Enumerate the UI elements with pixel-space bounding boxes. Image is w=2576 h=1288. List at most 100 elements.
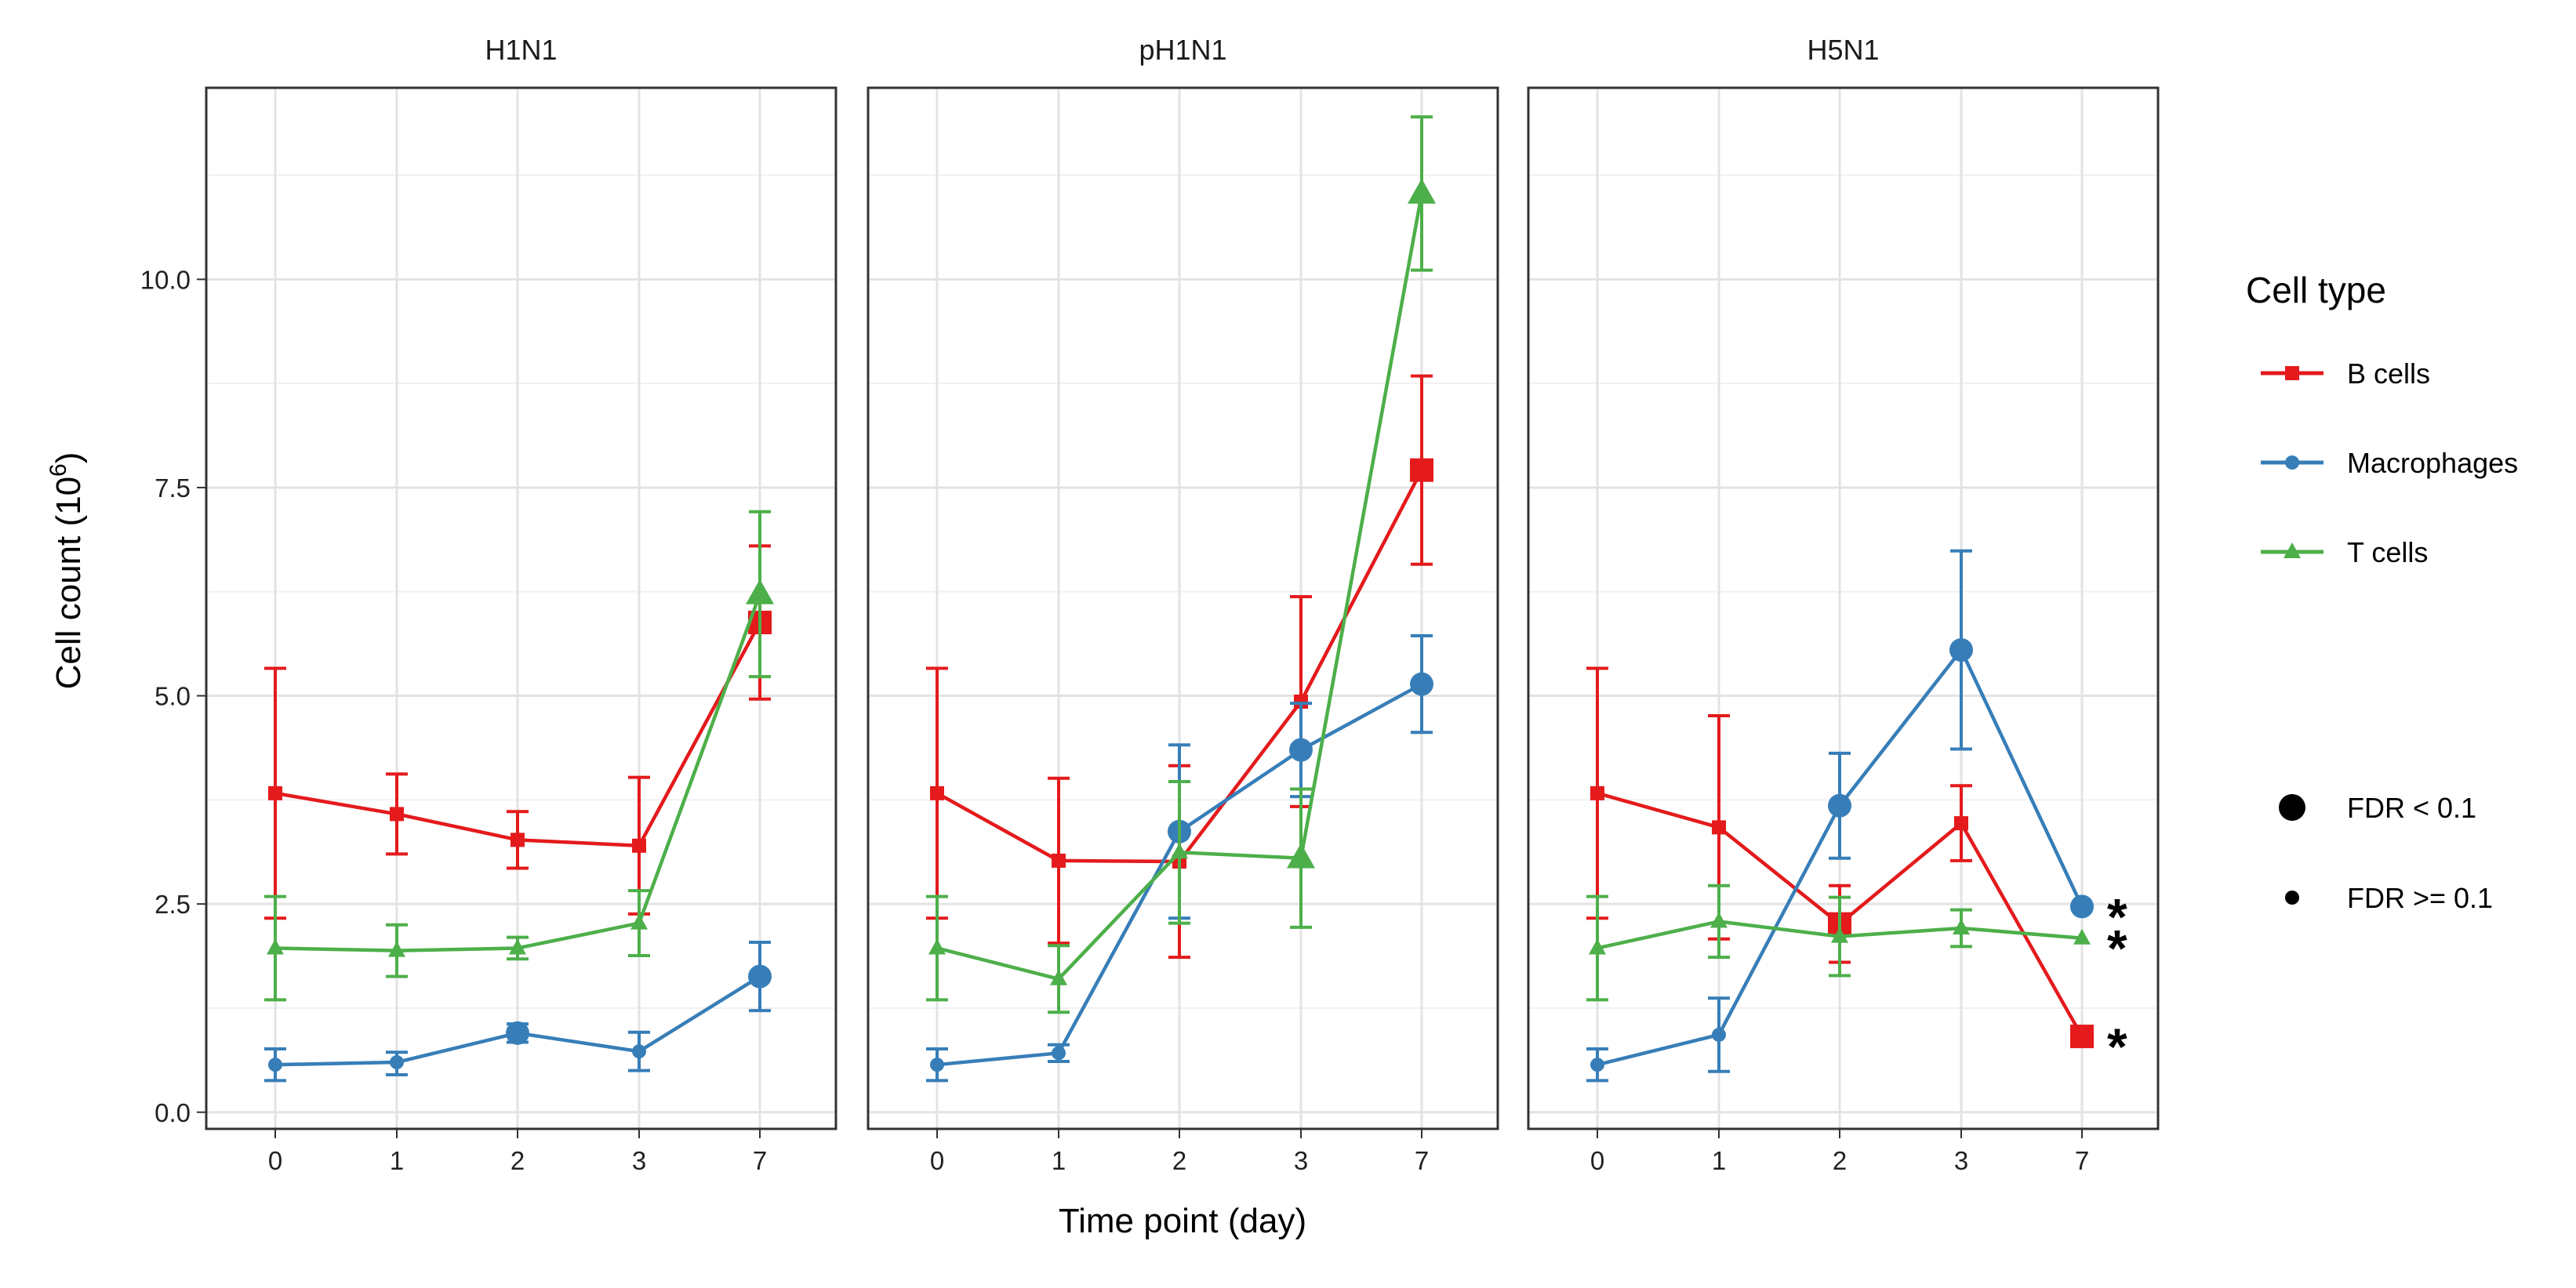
data-point [928,938,946,955]
data-point [268,1058,282,1072]
legend-title: Cell type [2246,270,2386,310]
panel-border [867,86,1499,1130]
data-point [390,1055,404,1070]
data-point [2070,894,2094,919]
data-point [930,785,944,800]
data-point [1831,927,1848,943]
data-point [2073,928,2091,945]
legend-item-b-cells: B cells [2261,357,2430,390]
legend-label: Macrophages [2347,447,2518,479]
y-tick-label: 0.0 [154,1098,191,1127]
x-tick-label: 7 [2075,1146,2089,1175]
data-point [509,938,526,955]
data-point [267,938,284,955]
y-axis-title-exponent: 6 [45,463,71,477]
panel-background [868,88,1498,1129]
x-axis-title: Time point (day) [1059,1202,1306,1240]
data-point [630,913,648,930]
x-tick-label: 7 [753,1146,767,1175]
legend-label: B cells [2347,357,2430,390]
data-point [1590,1058,1604,1072]
y-tick-label: 10.0 [140,265,191,294]
data-point [1712,1027,1726,1042]
data-point [632,1044,646,1059]
y-tick-label: 7.5 [154,473,191,503]
y-tick-label: 5.0 [154,682,191,711]
data-point [1828,793,1851,818]
data-point [1954,816,1968,831]
y-axis-title-suffix: ) [49,452,88,464]
panel-title: pH1N1 [1139,34,1226,66]
data-point [1410,672,1433,696]
x-tick-label: 0 [268,1146,282,1175]
panel-title: H5N1 [1807,34,1879,66]
panel-h1n1: H1N1 0 1 2 3 7 [205,34,837,1175]
data-point [1589,938,1606,955]
data-point [388,941,405,957]
legend-item-macrophages: Macrophages [2261,447,2518,479]
data-point [1949,638,1973,662]
series-t-cells [926,115,1436,1014]
data-point [632,838,646,853]
legend-item-t-cells: T cells [2261,536,2428,568]
x-tick-label: 1 [390,1146,404,1175]
y-axis-title-main: Cell count (10 [49,477,88,689]
data-point [746,579,774,604]
panel-h5n1: H5N1***0 1 2 3 7 [1527,34,2160,1175]
panel-background [206,88,836,1129]
size-legend-label: FDR >= 0.1 [2347,882,2493,914]
x-tick-label: 1 [1052,1146,1066,1175]
size-legend-label: FDR < 0.1 [2347,792,2476,824]
x-tick-label: 3 [1294,1146,1308,1175]
data-point [748,964,772,989]
x-tick-label: 0 [1590,1146,1604,1175]
data-point [1294,694,1308,709]
x-tick-label: 7 [1415,1146,1429,1175]
panel-border [205,86,837,1130]
x-tick-label: 3 [632,1146,646,1175]
panel-title: H1N1 [485,34,557,66]
data-point [268,785,282,800]
data-point [506,1021,529,1045]
data-point [1410,458,1433,482]
legend: Cell type B cells Macrophages T cells FDR < … [2246,270,2518,914]
y-tick-label: 2.5 [154,890,191,919]
data-point [2070,1025,2094,1049]
x-tick-label: 0 [930,1146,944,1175]
series-macrophages [1586,549,2094,1083]
series-macrophages [264,941,772,1083]
x-tick-label: 3 [1954,1146,1968,1175]
data-point [510,833,525,847]
significance-star: * [2107,920,2127,978]
legend-key-circle [2285,455,2299,470]
series-t-cells [1586,883,2091,1002]
data-point [1052,1046,1066,1061]
legend-key-triangle [2284,542,2301,558]
data-point [1712,820,1726,835]
data-point [1289,738,1313,762]
panel-border [1527,86,2160,1130]
data-point [390,807,404,822]
data-point [1408,178,1436,204]
data-point [1287,843,1315,869]
data-point [1710,912,1728,928]
size-legend-item: FDR >= 0.1 [2285,882,2493,914]
size-legend-key [2285,891,2299,905]
series-t-cells [264,510,774,1002]
y-axis-title: Cell count (106) [45,452,88,690]
significance-star: * [2107,1018,2127,1076]
data-point [1171,843,1188,859]
data-point [1953,918,1970,934]
panel-background [1528,88,2158,1129]
legend-label: T cells [2347,536,2428,568]
size-legend-key [2279,794,2305,821]
x-tick-label: 2 [1833,1146,1847,1175]
data-point [1590,785,1604,800]
x-tick-label: 2 [1172,1146,1186,1175]
x-tick-label: 1 [1712,1146,1726,1175]
significance-star: * [2107,887,2127,945]
panel-ph1n1: pH1N1 0 1 2 3 7 [867,34,1499,1175]
size-legend-item: FDR < 0.1 [2279,792,2476,824]
x-tick-label: 2 [510,1146,525,1175]
